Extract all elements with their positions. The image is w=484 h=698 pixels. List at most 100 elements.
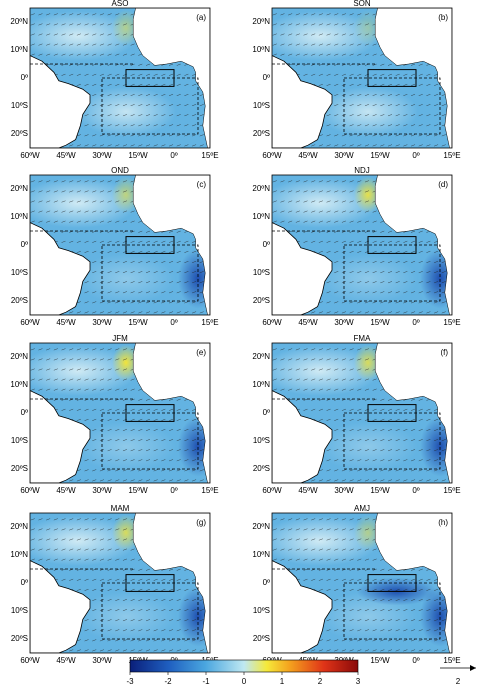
wind-vector (168, 63, 174, 66)
lat-label: 10ºN (252, 212, 270, 221)
wind-vector (372, 378, 377, 381)
wind-vector (161, 449, 166, 452)
wind-vector (161, 609, 166, 612)
lon-label: 30ºW (92, 486, 112, 495)
wind-vector (418, 629, 423, 632)
wind-vector (387, 609, 393, 612)
wind-vector (357, 429, 362, 431)
wind-vector (153, 449, 158, 452)
wind-vector (61, 220, 66, 223)
wind-vector (341, 23, 346, 26)
wind-vector (122, 609, 128, 612)
wind-vector (168, 609, 174, 612)
wind-vector (84, 418, 89, 421)
wind-vector (372, 398, 377, 401)
wind-vector (357, 240, 362, 243)
wind-vector (410, 588, 416, 591)
wind-vector (92, 538, 97, 541)
wind-vector (372, 518, 377, 521)
wind-vector (364, 134, 370, 137)
wind-vector (84, 469, 89, 472)
wind-vector (138, 649, 143, 652)
wind-vector (107, 104, 112, 107)
wind-vector (153, 599, 158, 601)
wind-vector (349, 548, 354, 551)
lon-label: 15ºW (370, 656, 390, 665)
field-patch (420, 248, 452, 309)
wind-vector (168, 479, 174, 482)
wind-vector (303, 210, 308, 213)
wind-vector (115, 558, 120, 561)
wind-vector (115, 144, 120, 147)
wind-vector (138, 449, 143, 452)
wind-vector (280, 348, 285, 351)
wind-vector (403, 104, 408, 107)
wind-vector (418, 408, 423, 411)
wind-vector (326, 311, 331, 314)
wind-vector (341, 639, 346, 642)
wind-vector (145, 240, 151, 243)
wind-vector (145, 124, 151, 127)
wind-vector (349, 311, 354, 314)
wind-vector (38, 210, 43, 213)
wind-vector (99, 13, 104, 16)
wind-vector (334, 281, 339, 284)
wind-vector (311, 479, 316, 482)
wind-vector (153, 104, 158, 107)
lon-label: 45ºW (298, 318, 318, 327)
wind-vector (318, 43, 323, 46)
field-patch (112, 9, 140, 46)
wind-vector (318, 408, 323, 411)
wind-vector (76, 558, 81, 561)
wind-vector (122, 358, 128, 361)
wind-vector (107, 578, 112, 581)
wind-vector (61, 358, 66, 361)
wind-vector (295, 388, 300, 391)
wind-vector (153, 429, 158, 431)
wind-vector (130, 398, 135, 401)
wind-vector (288, 23, 293, 26)
wind-vector (364, 210, 370, 213)
wind-vector (38, 548, 43, 551)
wind-vector (145, 629, 151, 632)
wind-vector (69, 548, 74, 551)
wind-vector (341, 311, 346, 314)
wind-vector (92, 459, 97, 462)
wind-vector (199, 639, 204, 642)
wind-vector (403, 124, 408, 127)
wind-vector (372, 578, 377, 581)
wind-vector (418, 578, 423, 581)
wind-vector (295, 378, 300, 381)
wind-vector (192, 639, 197, 642)
wind-vector (349, 609, 354, 612)
wind-vector (115, 220, 120, 223)
wind-vector (426, 240, 431, 243)
wind-vector (357, 388, 362, 391)
wind-vector (426, 459, 431, 462)
wind-vector (130, 271, 135, 274)
wind-vector (441, 649, 446, 652)
land (132, 343, 210, 483)
wind-vector (168, 408, 174, 411)
wind-vector (426, 73, 431, 76)
wind-vector (122, 378, 128, 381)
wind-vector (176, 114, 181, 117)
wind-vector (334, 388, 339, 391)
wind-vector (99, 368, 104, 371)
wind-vector (403, 469, 408, 472)
wind-vector (122, 368, 128, 371)
wind-vector (153, 83, 158, 86)
wind-vector (349, 134, 354, 137)
wind-vector (334, 348, 339, 351)
wind-vector (334, 23, 339, 26)
wind-vector (372, 134, 377, 137)
wind-vector (318, 240, 323, 243)
wind-vector (349, 94, 354, 96)
wind-vector (387, 599, 393, 601)
wind-vector (410, 619, 416, 622)
wind-vector (153, 250, 158, 253)
wind-vector (107, 301, 112, 304)
wind-vector (334, 114, 339, 117)
wind-vector (434, 250, 439, 253)
